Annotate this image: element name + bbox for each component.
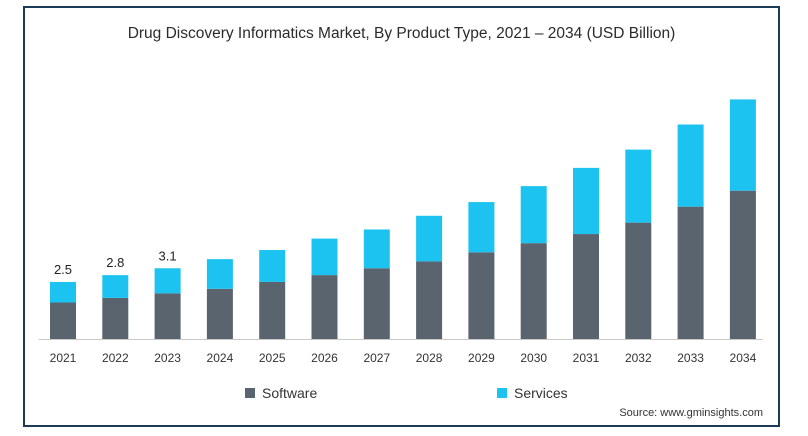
x-tick-label-2031: 2031 xyxy=(573,351,600,365)
x-tick-label-2028: 2028 xyxy=(416,351,443,365)
x-tick-label-2034: 2034 xyxy=(730,351,757,365)
chart-plot-area: 2.5 2021 2.8 2022 3.1 2023 2024 2025 2026 2027 202… xyxy=(39,99,763,365)
bar-services-2033 xyxy=(677,124,704,207)
x-tick-label-2021: 2021 xyxy=(50,351,77,365)
x-tick-label-2030: 2030 xyxy=(520,351,547,365)
bar-software-2028 xyxy=(416,261,443,339)
bar-software-2021 xyxy=(50,302,76,339)
bar-services-2026 xyxy=(311,238,338,276)
bar-software-2034 xyxy=(729,190,756,339)
bar-services-2025 xyxy=(259,250,286,282)
x-tick-label-2033: 2033 xyxy=(677,351,704,365)
bar-software-2030 xyxy=(520,243,547,339)
bar-services-2022 xyxy=(102,275,129,298)
x-tick-label-2032: 2032 xyxy=(625,351,652,365)
x-tick-label-2026: 2026 xyxy=(311,351,338,365)
legend-swatch-services xyxy=(497,388,507,398)
data-label-2023: 3.1 xyxy=(159,248,177,263)
bar-software-2033 xyxy=(677,206,704,339)
x-tick-label-2024: 2024 xyxy=(207,351,234,365)
bar-services-2024 xyxy=(206,259,233,289)
x-tick-label-2027: 2027 xyxy=(363,351,390,365)
legend-item-software: Software xyxy=(245,385,317,401)
bar-services-2023 xyxy=(154,268,181,294)
bar-software-2023 xyxy=(154,293,181,339)
chart-title: Drug Discovery Informatics Market, By Pr… xyxy=(127,25,676,42)
bar-software-2027 xyxy=(363,268,390,339)
bar-services-2027 xyxy=(363,229,390,269)
bar-services-2029 xyxy=(468,202,495,253)
bar-services-2030 xyxy=(520,186,547,244)
bar-services-2031 xyxy=(573,167,599,235)
x-tick-label-2029: 2029 xyxy=(468,351,495,365)
data-label-2022: 2.8 xyxy=(106,255,124,270)
bar-software-2031 xyxy=(573,234,599,339)
chart-legend: Software Services xyxy=(25,385,778,405)
bar-software-2026 xyxy=(311,275,338,339)
data-label-2021: 2.5 xyxy=(54,262,72,277)
legend-item-services: Services xyxy=(497,385,568,401)
bar-services-2021 xyxy=(50,281,76,303)
legend-label-services: Services xyxy=(514,385,568,401)
source-note: Source: www.gminsights.com xyxy=(619,407,763,419)
chart-frame: Drug Discovery Informatics Market, By Pr… xyxy=(23,6,780,427)
bar-software-2029 xyxy=(468,252,495,339)
legend-swatch-software xyxy=(245,388,255,398)
x-tick-label-2025: 2025 xyxy=(259,351,286,365)
bar-services-2032 xyxy=(625,149,652,223)
x-tick-label-2022: 2022 xyxy=(102,351,129,365)
x-tick-label-2023: 2023 xyxy=(154,351,181,365)
bar-software-2024 xyxy=(206,288,233,339)
bar-services-2034 xyxy=(729,99,756,191)
bar-software-2032 xyxy=(625,222,652,339)
bar-services-2028 xyxy=(416,215,443,262)
bar-software-2025 xyxy=(259,281,286,339)
bar-software-2022 xyxy=(102,297,129,339)
legend-label-software: Software xyxy=(262,385,318,401)
